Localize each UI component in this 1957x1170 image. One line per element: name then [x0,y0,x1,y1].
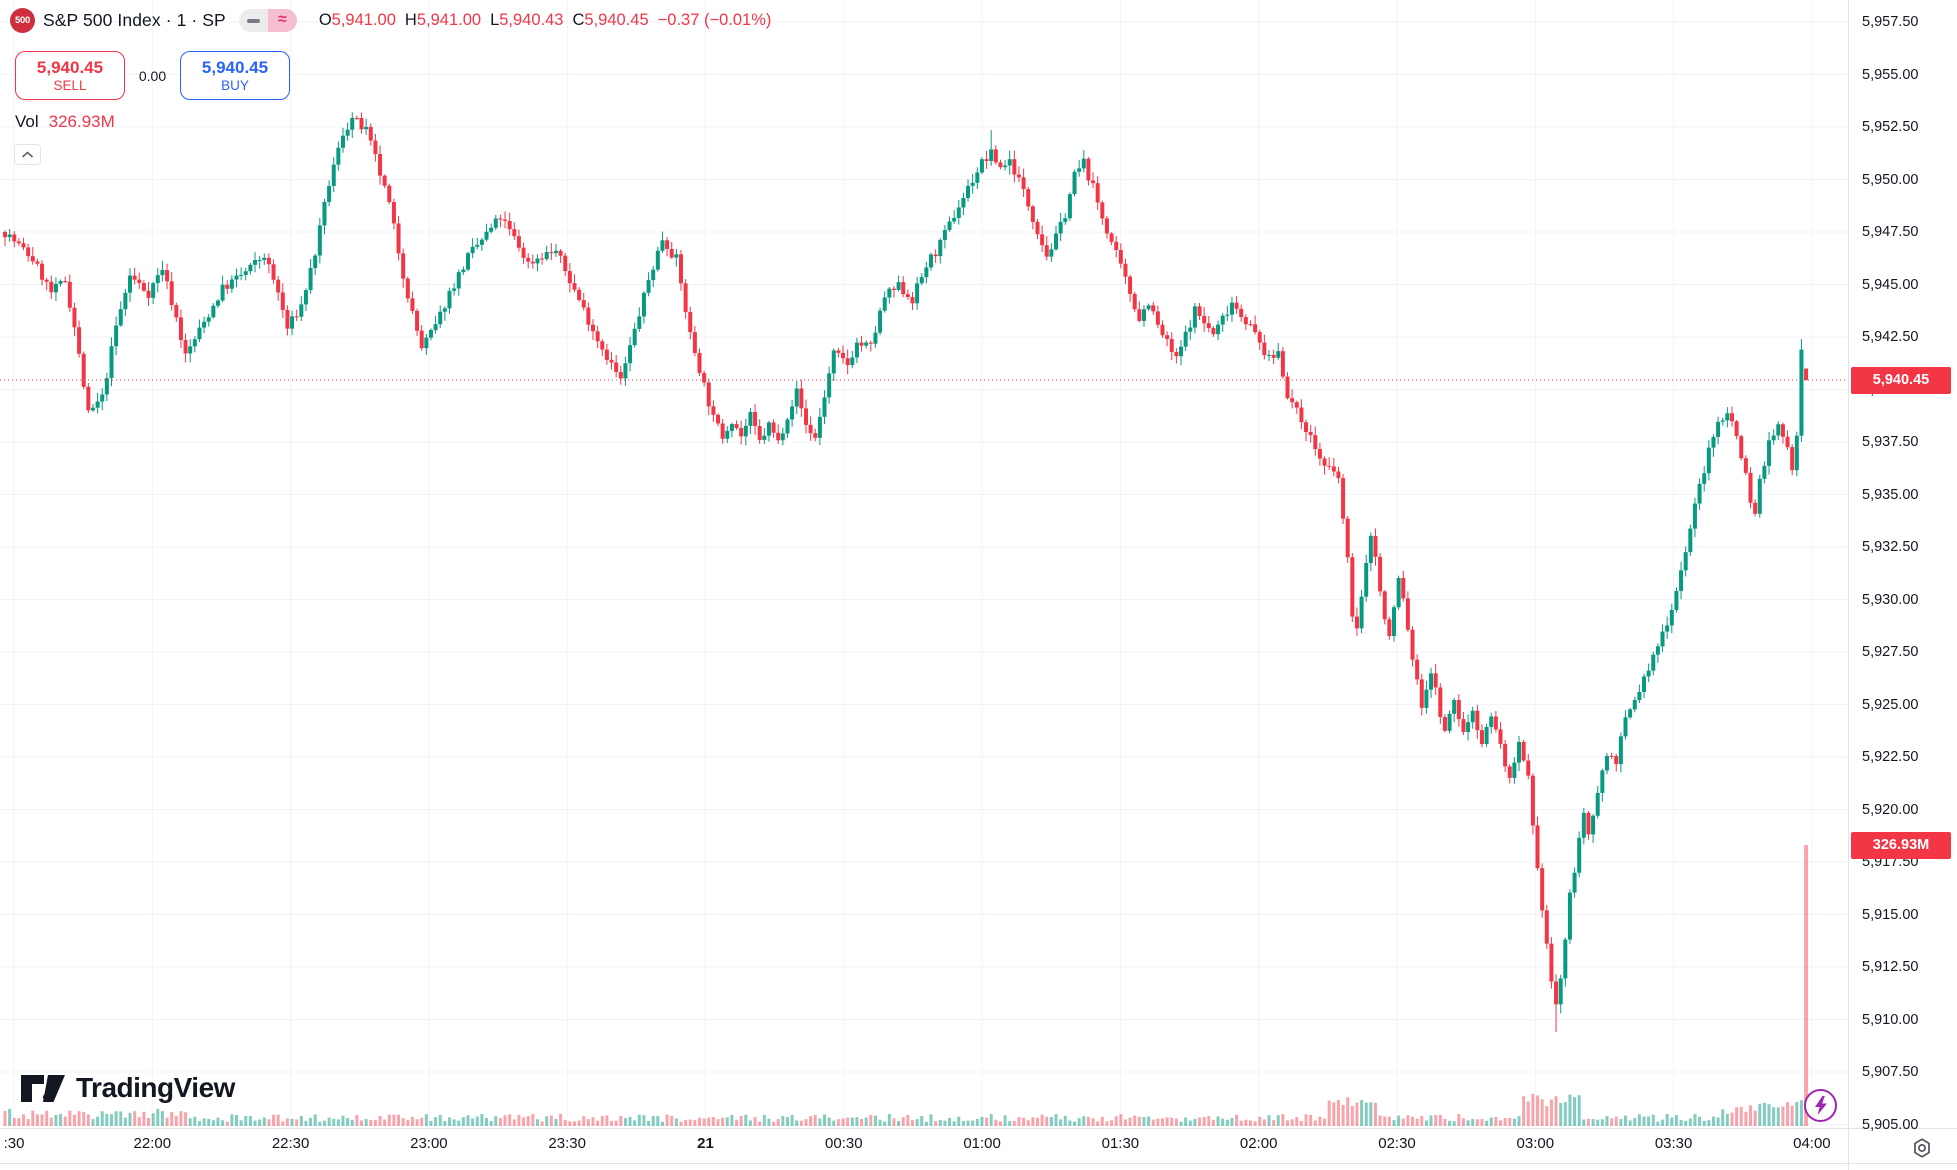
time-axis-label: 23:30 [548,1135,586,1152]
open-label: O [318,11,332,29]
time-scale[interactable]: :30 22:00 22:30 23:00 23:30 21 00:30 01:00 01:30… [0,1128,1848,1170]
price-axis-label: 5,935.00 [1862,486,1919,503]
close-label: C [572,11,585,29]
trade-panel: 5,940.45 SELL 0.00 5,940.45 BUY [15,51,290,100]
price-axis-label: 5,947.50 [1862,224,1919,240]
low-label: L [490,11,500,29]
sell-button[interactable]: 5,940.45 SELL [15,51,125,100]
price-axis-label: 5,955.00 [1862,66,1919,83]
time-axis-label: 22:30 [271,1135,310,1152]
price-scale[interactable]: 5,957.50 5,955.00 5,952.50 5,950.00 5,947.50… [1848,0,1957,1170]
current-price-tag: 5,940.45 [1851,366,1951,394]
price-axis-label: 5,927.50 [1862,644,1919,660]
volume-legend: Vol 326.93M [15,112,115,132]
time-axis-label: 21 [697,1135,714,1152]
price-axis-label: 5,930.00 [1862,591,1919,608]
price-axis-label: 5,920.00 [1862,801,1919,818]
volume-label: Vol [15,112,39,131]
sell-price: 5,940.45 [36,57,104,77]
legend-quick-actions: ≈ [238,9,297,32]
price-axis-label: 5,937.50 [1862,434,1919,450]
instant-order-button[interactable] [1804,1089,1837,1122]
price-axis-label: 5,950.00 [1862,171,1919,188]
time-axis-label: 03:00 [1516,1135,1555,1152]
collapse-legend-button[interactable] [14,144,41,165]
price-axis-label: 5,952.50 [1862,119,1919,135]
tradingview-watermark[interactable]: TradingView [20,1072,235,1104]
price-axis-label: 5,932.50 [1862,539,1919,555]
approx-icon: ≈ [277,10,287,28]
price-axis-label: 5,915.00 [1862,906,1919,923]
high-label: H [404,11,417,29]
current-volume-tag: 326.93M [1851,831,1951,859]
symbol-title[interactable]: S&P 500 Index · 1 · SP [43,10,226,30]
price-axis-label: 5,910.00 [1862,1011,1919,1028]
time-axis-label: 01:00 [963,1135,1001,1152]
high-value: 5,941.00 [416,11,482,29]
price-axis-separator [1848,0,1849,1170]
price-axis-label: 5,912.50 [1862,959,1919,975]
time-axis-label: 22:00 [133,1135,172,1152]
spread-value: 0.00 [138,67,167,84]
time-axis-label: 01:30 [1101,1135,1140,1152]
open-value: 5,941.00 [331,11,396,29]
watermark-text: TradingView [76,1072,235,1103]
volume-value: 326.93M [48,112,115,131]
sp500-badge-icon: 500 [10,8,35,33]
bottom-border [0,1163,1957,1164]
chart-legend: 500 S&P 500 Index · 1 · SP ≈ O5,941.00 H… [10,8,771,33]
close-value: 5,940.45 [584,11,649,29]
time-axis-label: 04:00 [1793,1135,1831,1152]
approximate-price-button[interactable]: ≈ [267,9,297,32]
dash-icon [246,18,260,23]
time-axis-label: 00:30 [825,1135,863,1152]
chevron-up-icon [22,151,33,158]
buy-label: BUY [221,77,249,93]
time-axis-label: 23:00 [410,1135,448,1152]
lightning-icon [1814,1096,1827,1115]
price-axis-label: 5,905.00 [1862,1116,1919,1133]
low-value: 5,940.43 [499,11,564,29]
price-scale-settings-button[interactable] [1908,1134,1936,1162]
price-axis-label: 5,945.00 [1862,276,1919,293]
price-axis-label: 5,907.50 [1862,1064,1919,1080]
buy-price: 5,940.45 [201,57,269,77]
price-axis-label: 5,942.50 [1862,329,1919,345]
ohlc-legend: O5,941.00 H5,941.00 L5,940.43 C5,940.45 … [319,11,772,30]
sell-label: SELL [53,77,87,93]
candlestick-chart-canvas[interactable] [0,0,1848,1128]
time-axis-label: 02:00 [1239,1135,1278,1152]
price-axis-label: 5,922.50 [1862,749,1919,765]
time-axis-label: :30 [3,1135,25,1152]
time-axis-separator [0,1128,1957,1129]
time-axis-label: 02:30 [1378,1135,1416,1152]
price-axis-label: 5,925.00 [1862,696,1919,713]
gear-icon [1914,1138,1930,1158]
hide-series-button[interactable] [238,9,268,32]
time-axis-label: 03:30 [1654,1135,1693,1152]
price-axis-label: 5,957.50 [1862,14,1919,30]
change-value: −0.37 (−0.01%) [657,11,772,29]
tradingview-logo-icon [21,1074,65,1102]
buy-button[interactable]: 5,940.45 BUY [180,51,290,100]
